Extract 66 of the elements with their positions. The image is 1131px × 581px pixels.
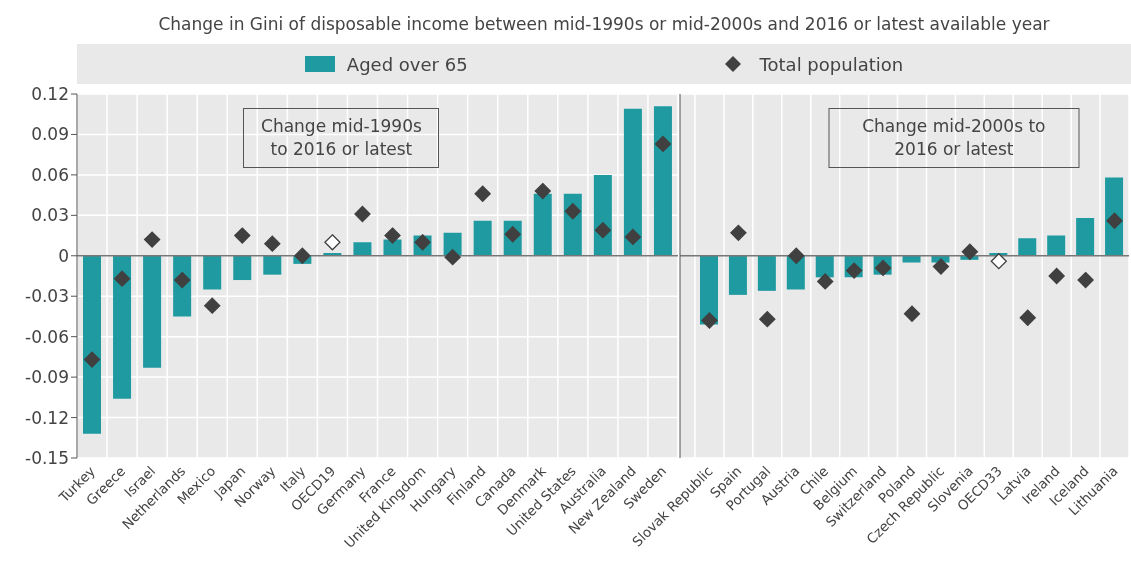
point	[1048, 267, 1065, 285]
bar	[653, 106, 672, 256]
point	[264, 235, 281, 252]
point	[701, 312, 718, 329]
point	[1106, 212, 1123, 229]
point	[1019, 309, 1036, 326]
point	[564, 203, 581, 220]
point	[234, 227, 251, 244]
point	[204, 297, 221, 314]
point	[1077, 271, 1094, 289]
chart-title: Change in Gini of disposable income between mid-1990s or mid-2000s and 2016 or latest available year	[157, 13, 1051, 36]
point	[817, 273, 834, 290]
y-tick-label: -0.12	[25, 407, 69, 428]
point	[414, 234, 431, 251]
legend-label: Total population	[759, 53, 904, 75]
y-tick-label: -0.15	[25, 448, 69, 469]
bar	[1018, 238, 1037, 256]
point	[83, 351, 101, 368]
point	[730, 224, 747, 242]
annotation: Change mid-1990s to 2016 or latest	[243, 108, 440, 168]
y-tick-label: 0	[58, 245, 69, 266]
y-tick-label: -0.09	[25, 367, 69, 388]
point	[534, 182, 551, 200]
bar	[728, 255, 747, 295]
bar	[623, 108, 642, 256]
y-tick-label: 0.09	[31, 124, 69, 145]
point	[624, 228, 642, 246]
bar	[1105, 177, 1124, 256]
point	[474, 185, 491, 202]
point	[788, 247, 805, 264]
point	[444, 248, 461, 266]
bar	[757, 255, 776, 291]
point	[354, 205, 371, 223]
point	[759, 310, 776, 328]
y-tick-label: -0.03	[25, 286, 69, 307]
bar	[533, 193, 552, 256]
point	[594, 222, 612, 239]
bar	[83, 255, 101, 434]
bar	[353, 242, 372, 256]
bar	[113, 255, 132, 399]
point	[143, 231, 161, 248]
bar	[233, 255, 252, 281]
y-tick-label: 0.03	[31, 205, 69, 226]
point	[874, 259, 892, 277]
point	[845, 262, 863, 279]
y-tick-label: 0.06	[31, 164, 69, 185]
bar	[473, 220, 492, 256]
bar	[203, 255, 222, 290]
bar	[1076, 218, 1095, 256]
bar	[263, 255, 282, 275]
bar	[143, 255, 162, 368]
point	[990, 253, 1007, 270]
y-tick-label: -0.06	[25, 326, 69, 347]
bar	[1047, 235, 1066, 256]
point	[384, 227, 401, 244]
point	[654, 135, 672, 153]
annotation: Change mid-2000s to 2016 or latest	[828, 108, 1080, 168]
y-tick-label: 0.12	[31, 84, 69, 105]
point	[932, 258, 950, 275]
point	[113, 270, 131, 287]
point	[294, 247, 311, 264]
bar	[593, 174, 612, 256]
point	[903, 305, 921, 322]
point	[324, 234, 341, 251]
legend-label: Aged over 65	[346, 53, 468, 75]
point	[961, 243, 979, 260]
